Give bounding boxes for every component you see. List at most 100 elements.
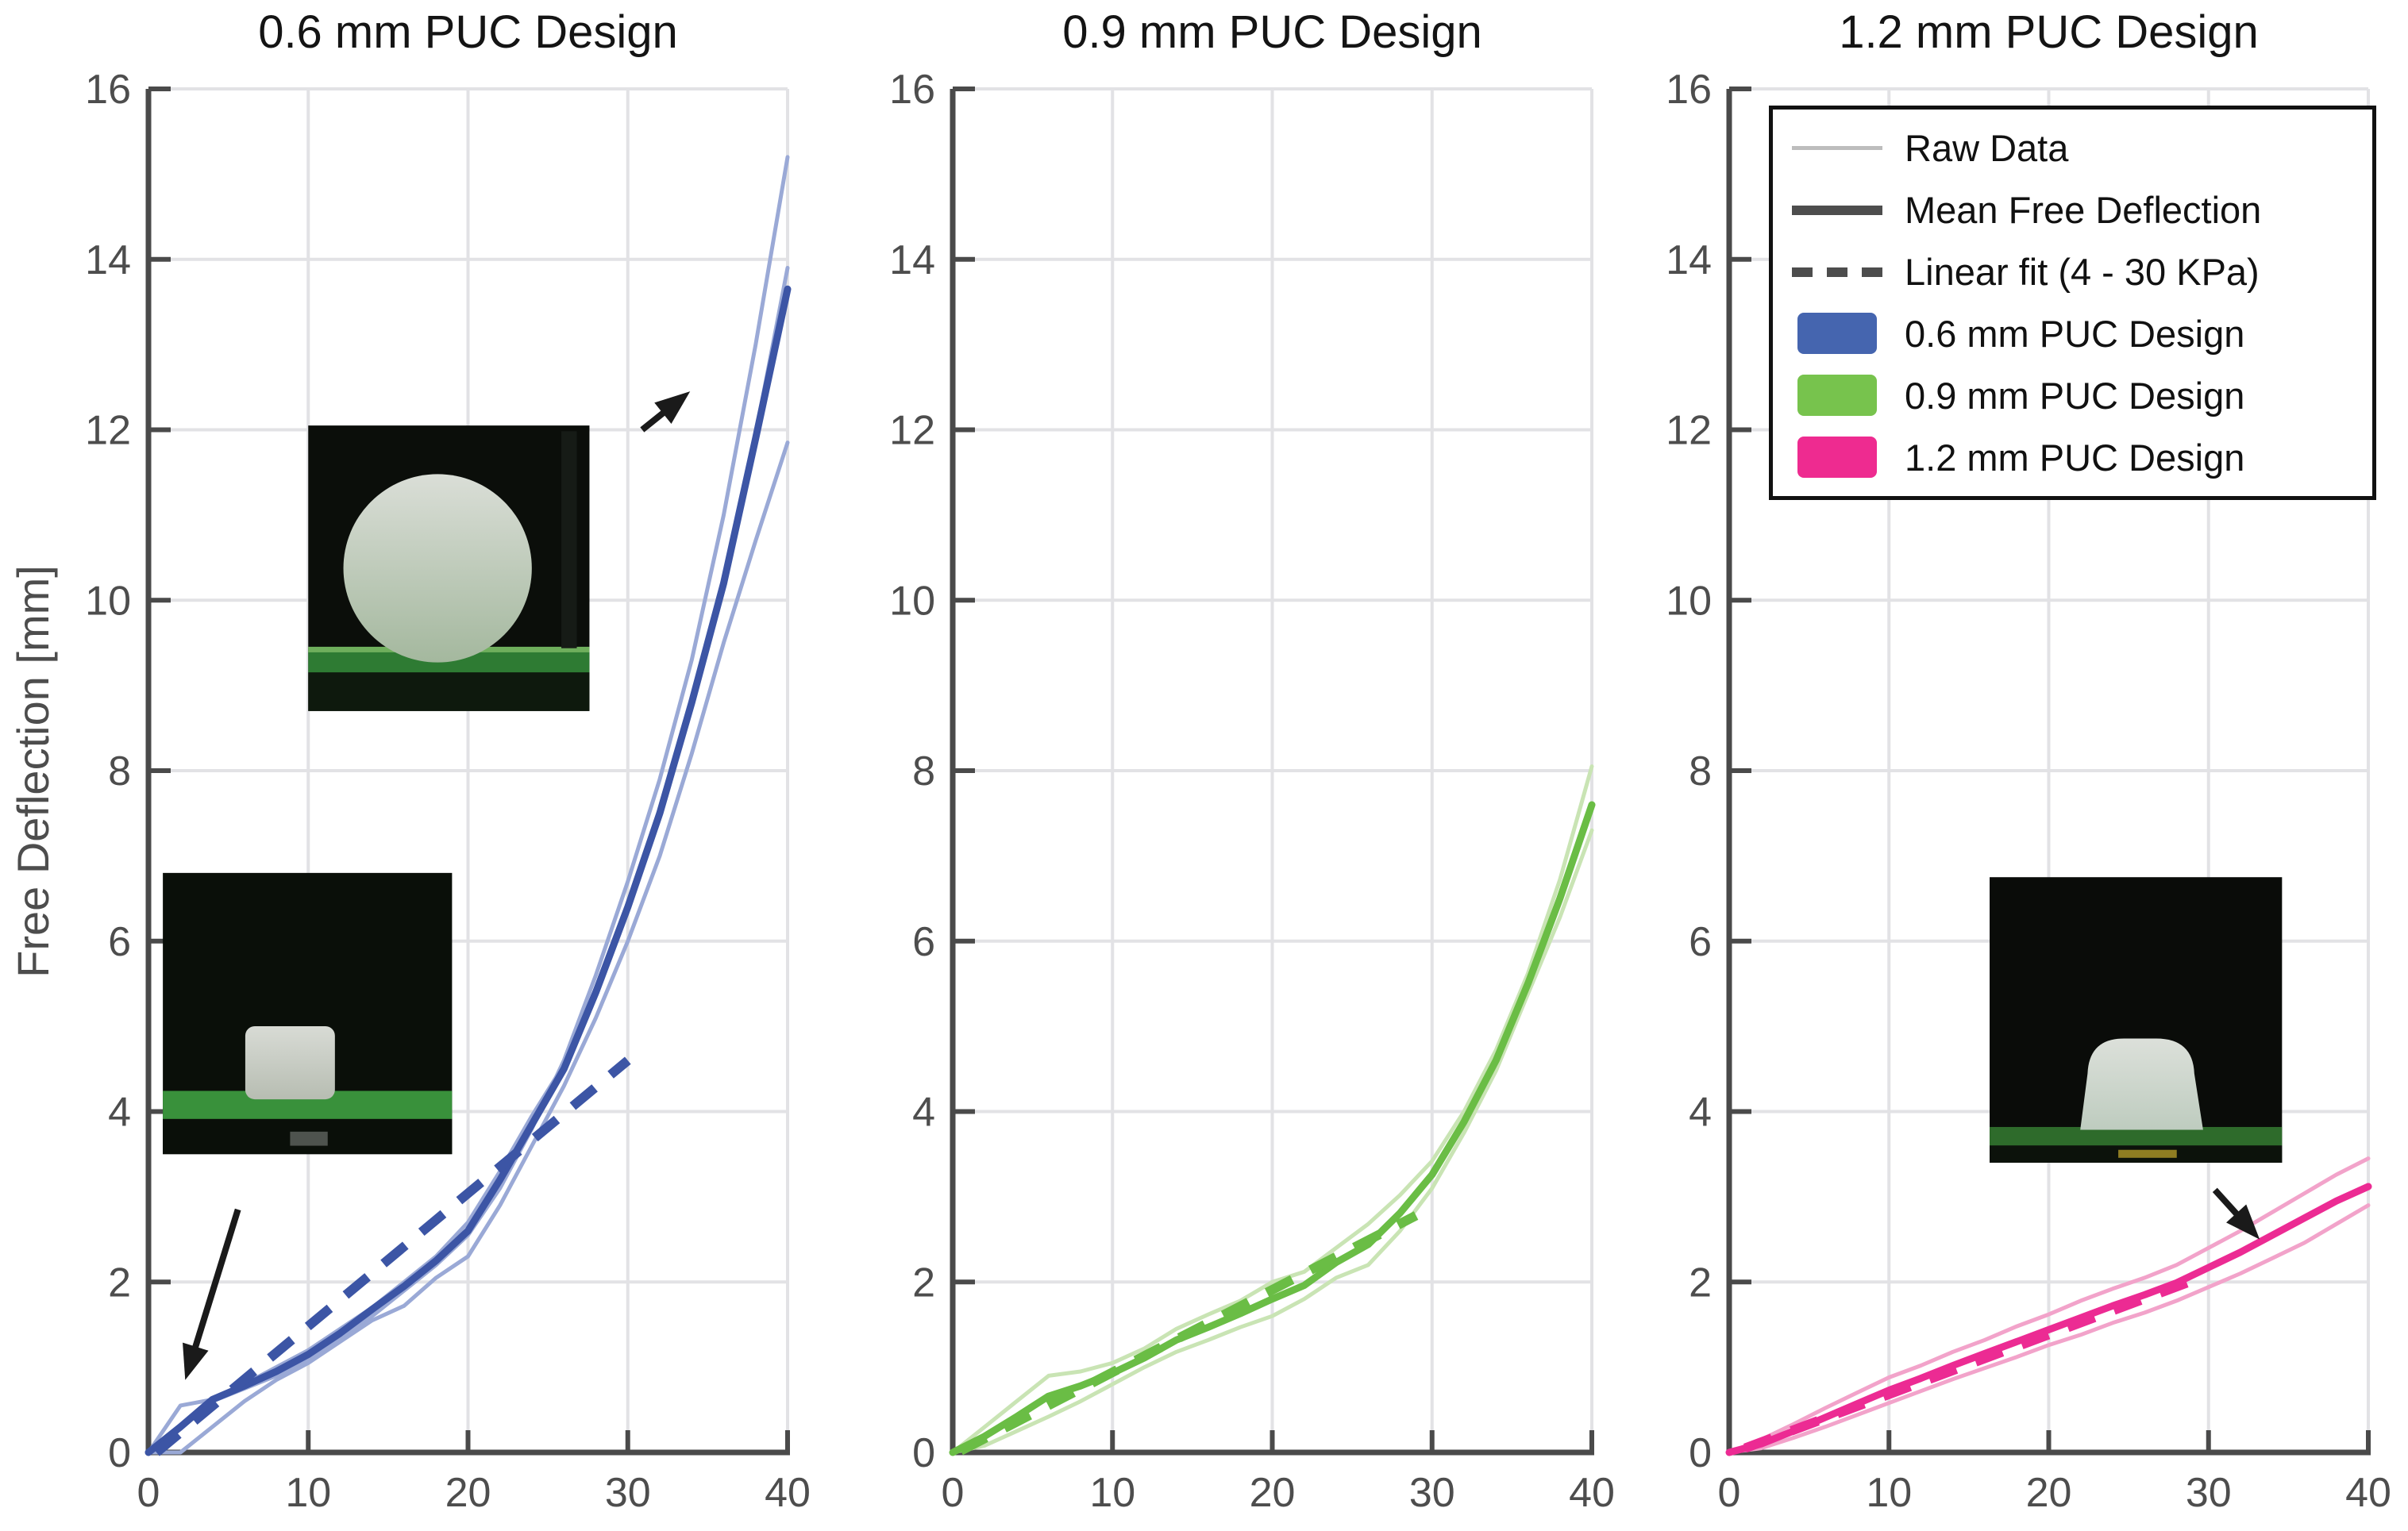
- arrow-head: [2226, 1204, 2260, 1240]
- y-tick-label: 16: [85, 67, 131, 113]
- x-tick-label: 30: [605, 1470, 651, 1516]
- fit-line: [153, 1056, 631, 1456]
- legend-item-1: Mean Free Deflection: [1789, 188, 2368, 232]
- y-tick-label: 10: [889, 578, 935, 624]
- line-swatch-icon: [1792, 146, 1882, 151]
- y-tick-label: 2: [912, 1260, 935, 1306]
- y-tick-label: 12: [1666, 408, 1712, 454]
- x-tick-label: 10: [1089, 1470, 1135, 1516]
- puc-dome-photo: [1990, 877, 2283, 1163]
- mean-line: [1725, 1183, 2372, 1456]
- legend-color-patch: [1789, 313, 1886, 355]
- arrow-shaft: [640, 407, 669, 433]
- fixture-post: [561, 431, 577, 648]
- panel-2-axes: 0 10 20 30 40 0 2 4 6 8 10 12 14 16: [1666, 67, 2391, 1516]
- arrow-head: [654, 391, 691, 424]
- legend-line-swatch: [1789, 267, 1886, 277]
- x-tick-label: 0: [137, 1470, 160, 1516]
- arrow-head: [183, 1342, 209, 1380]
- legend-item-0: Raw Data: [1789, 126, 2368, 170]
- legend-item-label: Raw Data: [1905, 127, 2069, 170]
- deflated-puc-block: [245, 1025, 335, 1100]
- raw-line: [950, 764, 1594, 1455]
- y-axis-label: Free Deflection [mm]: [8, 565, 58, 978]
- y-tick-label: 2: [1689, 1260, 1712, 1306]
- puc-dome: [2080, 1038, 2203, 1130]
- panel-title-0.6mm: 0.6 mm PUC Design: [258, 6, 678, 58]
- x-tick-label: 30: [2186, 1470, 2232, 1516]
- panel-0-grid: [148, 87, 789, 1452]
- y-tick-label: 4: [1689, 1090, 1712, 1136]
- legend-item-4: 0.9 mm PUC Design: [1789, 374, 2368, 417]
- inflated-puc-photo: [308, 425, 590, 711]
- patch-swatch-icon: [1797, 313, 1877, 355]
- x-tick-label: 20: [2026, 1470, 2072, 1516]
- y-tick-label: 8: [1689, 748, 1712, 794]
- legend-color-patch: [1789, 437, 1886, 479]
- y-tick-label: 4: [108, 1090, 131, 1136]
- y-tick-label: 8: [912, 748, 935, 794]
- x-tick-label: 20: [445, 1470, 491, 1516]
- dome-state-arrow: [2212, 1187, 2260, 1240]
- panel-title-1.2mm: 1.2 mm PUC Design: [1839, 6, 2259, 58]
- raw-line: [950, 828, 1594, 1455]
- panel-0-axes: 0 10 20 30 40 0 2 4 6 8 10 12 14 16: [85, 67, 811, 1516]
- y-tick-label: 0: [108, 1430, 131, 1476]
- y-tick-label: 2: [108, 1260, 131, 1306]
- fixture-detail: [290, 1131, 328, 1146]
- y-tick-label: 10: [85, 578, 131, 624]
- test-platform: [1990, 1126, 2283, 1146]
- x-tick-label: 20: [1250, 1470, 1296, 1516]
- x-tick-label: 30: [1409, 1470, 1455, 1516]
- arrow-shaft: [191, 1208, 241, 1352]
- patch-swatch-icon: [1797, 437, 1877, 479]
- y-tick-label: 16: [1666, 67, 1712, 113]
- deflated-state-arrow: [183, 1208, 241, 1380]
- panel-0-curves: [144, 155, 792, 1456]
- panel-title-0.9mm: 0.9 mm PUC Design: [1062, 6, 1482, 58]
- x-tick-label: 10: [285, 1470, 331, 1516]
- x-tick-label: 40: [765, 1470, 811, 1516]
- y-tick-label: 14: [1666, 237, 1712, 283]
- line-swatch-icon: [1792, 205, 1882, 215]
- x-tick-label: 0: [1718, 1470, 1741, 1516]
- y-tick-label: 6: [912, 919, 935, 965]
- fixture-detail: [2118, 1149, 2177, 1158]
- y-tick-label: 6: [108, 919, 131, 965]
- fit-line: [958, 1211, 1419, 1456]
- legend-box: Raw Data Mean Free Deflection Linear fit (…: [1769, 106, 2376, 500]
- legend-item-label: 1.2 mm PUC Design: [1905, 436, 2245, 479]
- legend-item-2: Linear fit (4 - 30 KPa): [1789, 250, 2368, 294]
- patch-swatch-icon: [1797, 375, 1877, 417]
- inflated-membrane-ball: [343, 474, 532, 663]
- y-tick-label: 8: [108, 748, 131, 794]
- legend-color-patch: [1789, 375, 1886, 417]
- y-tick-label: 4: [912, 1090, 935, 1136]
- arrow-shaft: [2212, 1187, 2242, 1220]
- inflated-state-arrow: [640, 391, 691, 433]
- legend-item-3: 0.6 mm PUC Design: [1789, 312, 2368, 356]
- y-tick-label: 0: [1689, 1430, 1712, 1476]
- platform-shadow: [308, 672, 590, 711]
- y-tick-label: 0: [912, 1430, 935, 1476]
- dashed-line-swatch-icon: [1792, 267, 1882, 277]
- raw-line: [1727, 1203, 2371, 1455]
- raw-line: [146, 440, 790, 1455]
- panel-1-grid: [953, 87, 1593, 1452]
- mean-line: [144, 285, 792, 1456]
- y-tick-label: 12: [889, 408, 935, 454]
- legend-item-label: Mean Free Deflection: [1905, 189, 2262, 232]
- y-tick-label: 6: [1689, 919, 1712, 965]
- y-tick-label: 12: [85, 408, 131, 454]
- y-tick-label: 14: [889, 237, 935, 283]
- legend-item-label: Linear fit (4 - 30 KPa): [1905, 251, 2260, 294]
- x-tick-label: 40: [1569, 1470, 1615, 1516]
- x-tick-label: 10: [1866, 1470, 1912, 1516]
- panel-1-axes: 0 10 20 30 40 0 2 4 6 8 10 12 14 16: [889, 67, 1615, 1516]
- y-tick-label: 14: [85, 237, 131, 283]
- legend-line-swatch: [1789, 146, 1886, 151]
- deflated-puc-photo: [163, 872, 453, 1155]
- legend-line-swatch: [1789, 205, 1886, 215]
- panel-2-curves: [1725, 1156, 2372, 1456]
- legend-item-label: 0.9 mm PUC Design: [1905, 374, 2245, 417]
